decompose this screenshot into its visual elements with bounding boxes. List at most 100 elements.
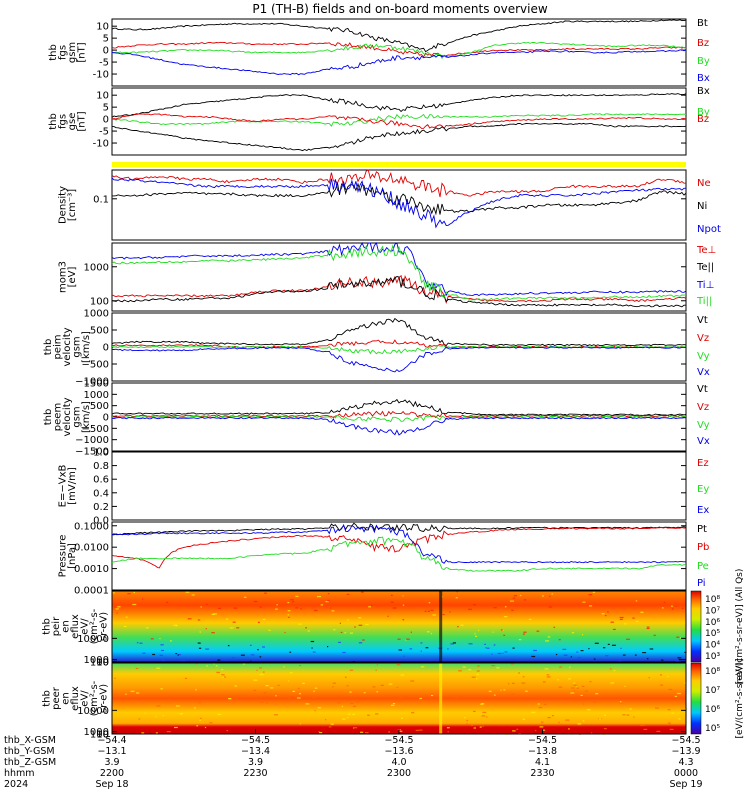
x-tick-label: 4.3 xyxy=(678,757,693,768)
series-line-Vz xyxy=(111,410,687,419)
spectrogram-pixel xyxy=(482,711,487,713)
y-axis-label: peer xyxy=(51,686,62,710)
x-tick-label: −13.8 xyxy=(528,746,557,757)
spectrogram-pixel xyxy=(328,726,332,728)
figure-title: P1 (TH-B) fields and on-board moments ov… xyxy=(252,2,548,16)
y-tick-label: 10 xyxy=(96,22,109,33)
spectrogram-pixel xyxy=(347,717,349,719)
spectrogram-pixel xyxy=(327,600,330,602)
spectrogram-pixel xyxy=(460,624,464,626)
series-line-By xyxy=(111,113,687,127)
legend-entry: Ne xyxy=(697,178,711,189)
spectrogram-pixel xyxy=(139,642,143,644)
spectrogram-pixel xyxy=(468,669,472,671)
spectrogram-pixel xyxy=(447,731,449,733)
y-axis-label: thb xyxy=(42,690,53,707)
x-date-label: Sep 18 xyxy=(95,779,128,790)
spectrogram-pixel xyxy=(646,626,650,628)
spectrogram-pixel xyxy=(366,694,370,696)
spectrogram-pixel xyxy=(496,667,500,669)
series-line-Ni xyxy=(112,182,687,216)
spectrogram-pixel xyxy=(376,664,378,666)
spectrogram-pixel xyxy=(618,660,622,662)
spectrogram-pixel xyxy=(543,729,546,731)
panel-efield: 1.0 0.8 0.6 0.4 0.2 0.0 E=−VxB[mV/m] Ez Ey Ex xyxy=(57,448,709,527)
spectrogram-pixel xyxy=(633,716,635,718)
spectrogram-pixel xyxy=(290,672,293,674)
spectrogram-pixel xyxy=(259,656,262,658)
spectrogram-pixel xyxy=(253,679,258,681)
spectrogram-pixel xyxy=(112,592,115,594)
spectrogram-pixel xyxy=(274,714,278,716)
legend-entry: Bt xyxy=(697,18,708,29)
spectrogram-pixel xyxy=(509,600,514,602)
spectrogram-pixel xyxy=(325,601,329,603)
y-axis-label: eV/ xyxy=(80,690,91,707)
spectrogram-pixel xyxy=(523,599,527,601)
spectrogram-pixel xyxy=(253,600,258,603)
spectrogram-pixel xyxy=(295,607,298,609)
spectrogram-pixel xyxy=(367,714,370,716)
spectrogram-pixel xyxy=(551,715,554,717)
legend-entry: Pb xyxy=(697,542,709,553)
spectrogram-pixel xyxy=(500,689,502,691)
spectrogram-pixel xyxy=(663,601,666,604)
y-tick-label: 0 xyxy=(103,343,109,354)
spectrogram-pixel xyxy=(571,632,575,634)
spectrogram-pixel xyxy=(536,630,540,632)
spectrogram-pixel xyxy=(648,677,650,679)
spectrogram-pixel xyxy=(310,640,315,643)
spectrogram-pixel xyxy=(641,724,645,726)
spectrogram-pixel xyxy=(234,685,238,687)
spectrogram-pixel xyxy=(312,696,316,698)
spectrogram-pixel xyxy=(327,646,329,648)
spectrogram-pixel xyxy=(675,660,680,662)
y-tick-label: -5 xyxy=(99,127,109,138)
y-axis-label: sr-eV) xyxy=(99,684,110,713)
legend-entry: By xyxy=(697,107,710,118)
spectrogram-pixel xyxy=(522,633,525,635)
spectrogram-pixel xyxy=(537,703,540,705)
y-tick-label: 100 xyxy=(90,729,109,740)
spectrogram-pixel xyxy=(538,707,543,709)
spectrogram-pixel xyxy=(150,638,154,640)
spectrogram-pixel xyxy=(562,648,567,650)
series-line-Ti⊥ xyxy=(111,241,687,297)
spectrogram-pixel xyxy=(516,728,519,730)
series-line-line xyxy=(112,122,687,152)
spectrogram-pixel xyxy=(622,714,626,716)
y-tick-label: 500 xyxy=(90,401,109,412)
spectrogram-pixel xyxy=(211,632,215,634)
x-tick-label: −54.4 xyxy=(97,735,126,746)
spectrogram-pixel xyxy=(592,591,595,593)
spectrogram-pixel xyxy=(353,727,358,729)
spectrogram-pixel xyxy=(298,623,303,625)
spectrogram-pixel xyxy=(529,658,531,660)
legend-entry: Vy xyxy=(697,351,710,362)
spectrogram-pixel xyxy=(270,687,274,689)
spectrogram-pixel xyxy=(240,654,245,656)
spectrogram-pixel xyxy=(159,638,161,640)
spectrogram-pixel xyxy=(431,692,433,695)
spectrogram-pixel xyxy=(430,609,434,611)
spectrogram-pixel xyxy=(535,730,537,732)
spectrogram-pixel xyxy=(243,596,247,598)
legend-entry: Bx xyxy=(697,86,710,97)
y-tick-label: 0.8 xyxy=(93,461,109,472)
spectrogram-pixel xyxy=(283,666,285,668)
spectrogram-pixel xyxy=(174,726,178,729)
y-axis-label: Pressure xyxy=(57,535,68,578)
spectrogram-pixel xyxy=(392,703,396,705)
spectrogram-pixel xyxy=(209,722,213,724)
legend-entry: Pi xyxy=(697,578,706,589)
spectrogram-pixel xyxy=(350,632,353,634)
spectrogram-pixel xyxy=(473,727,476,729)
legend-entry: Vz xyxy=(697,333,709,344)
spectrogram-pixel xyxy=(485,647,487,649)
y-tick-label: 1000 xyxy=(84,309,109,320)
spectrogram-pixel xyxy=(123,625,127,628)
legend-entry: Ey xyxy=(697,484,709,495)
spectrogram-pixel xyxy=(523,631,527,633)
y-tick-label: −1500 xyxy=(75,447,109,458)
legend-entry: Pt xyxy=(697,524,707,535)
